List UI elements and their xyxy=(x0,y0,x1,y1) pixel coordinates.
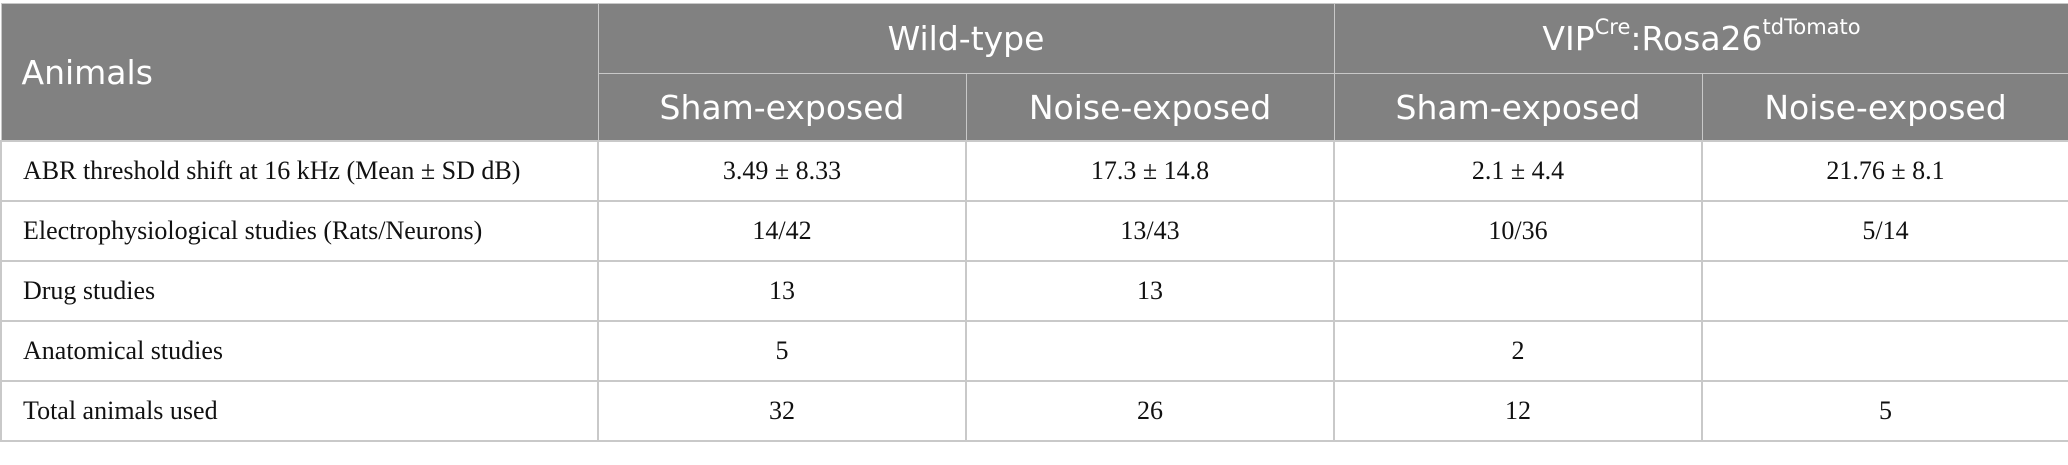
animals-header: Animals xyxy=(0,3,599,142)
table-cell: 32 xyxy=(597,380,967,442)
table-row: Total animals used 32 26 12 5 xyxy=(0,380,2068,442)
table-cell: 5/14 xyxy=(1701,200,2068,262)
group-label: VIP xyxy=(1542,19,1595,58)
group-label-suffix: :Rosa26 xyxy=(1630,19,1763,58)
row-label: ABR threshold shift at 16 kHz (Mean ± SD… xyxy=(0,140,599,202)
table-row: Electrophysiological studies (Rats/Neuro… xyxy=(0,200,2068,262)
table-row: Anatomical studies 5 2 xyxy=(0,320,2068,382)
group-label: Wild-type xyxy=(887,19,1045,58)
row-label: Total animals used xyxy=(0,380,599,442)
group-superscript: Cre xyxy=(1594,15,1631,39)
table-cell xyxy=(1701,260,2068,322)
vip-rosa26-header: VIPCre:Rosa26tdTomato xyxy=(1333,3,2068,74)
table-cell: 13 xyxy=(964,260,1336,322)
table-cell: 13/43 xyxy=(964,200,1336,262)
table-cell: 5 xyxy=(597,320,967,382)
table-cell: 17.3 ± 14.8 xyxy=(964,140,1336,202)
subheader-cell: Noise-exposed xyxy=(965,73,1335,142)
subheader-cell: Noise-exposed xyxy=(1701,73,2068,142)
subheader-cell: Sham-exposed xyxy=(1333,73,1703,142)
table-cell: 26 xyxy=(964,380,1336,442)
table-cell: 12 xyxy=(1333,380,1704,442)
group-header-row: Animals Wild-type VIPCre:Rosa26tdTomato xyxy=(0,3,2068,142)
table-cell: 2 xyxy=(1333,320,1704,382)
table-row: ABR threshold shift at 16 kHz (Mean ± SD… xyxy=(0,140,2068,202)
animals-table: Animals Wild-type VIPCre:Rosa26tdTomato … xyxy=(0,3,2068,442)
table-cell: 5 xyxy=(1701,380,2068,442)
wild-type-header: Wild-type xyxy=(597,3,1335,74)
table-cell: 14/42 xyxy=(597,200,967,262)
table-cell xyxy=(1701,320,2068,382)
row-label: Drug studies xyxy=(0,260,599,322)
subheader-cell: Sham-exposed xyxy=(597,73,967,142)
table-cell: 10/36 xyxy=(1333,200,1704,262)
table-row: Drug studies 13 13 xyxy=(0,260,2068,322)
table-container: Animals Wild-type VIPCre:Rosa26tdTomato … xyxy=(0,3,2068,442)
subheader-row: Sham-exposed Noise-exposed Sham-exposed … xyxy=(1,73,2068,142)
table-cell: 3.49 ± 8.33 xyxy=(597,140,967,202)
table-cell: 2.1 ± 4.4 xyxy=(1333,140,1704,202)
table-cell: 13 xyxy=(597,260,967,322)
row-label: Anatomical studies xyxy=(0,320,599,382)
row-label: Electrophysiological studies (Rats/Neuro… xyxy=(0,200,599,262)
table-cell: 21.76 ± 8.1 xyxy=(1701,140,2068,202)
table-cell xyxy=(1333,260,1704,322)
table-cell xyxy=(964,320,1336,382)
group-superscript-2: tdTomato xyxy=(1762,15,1861,39)
